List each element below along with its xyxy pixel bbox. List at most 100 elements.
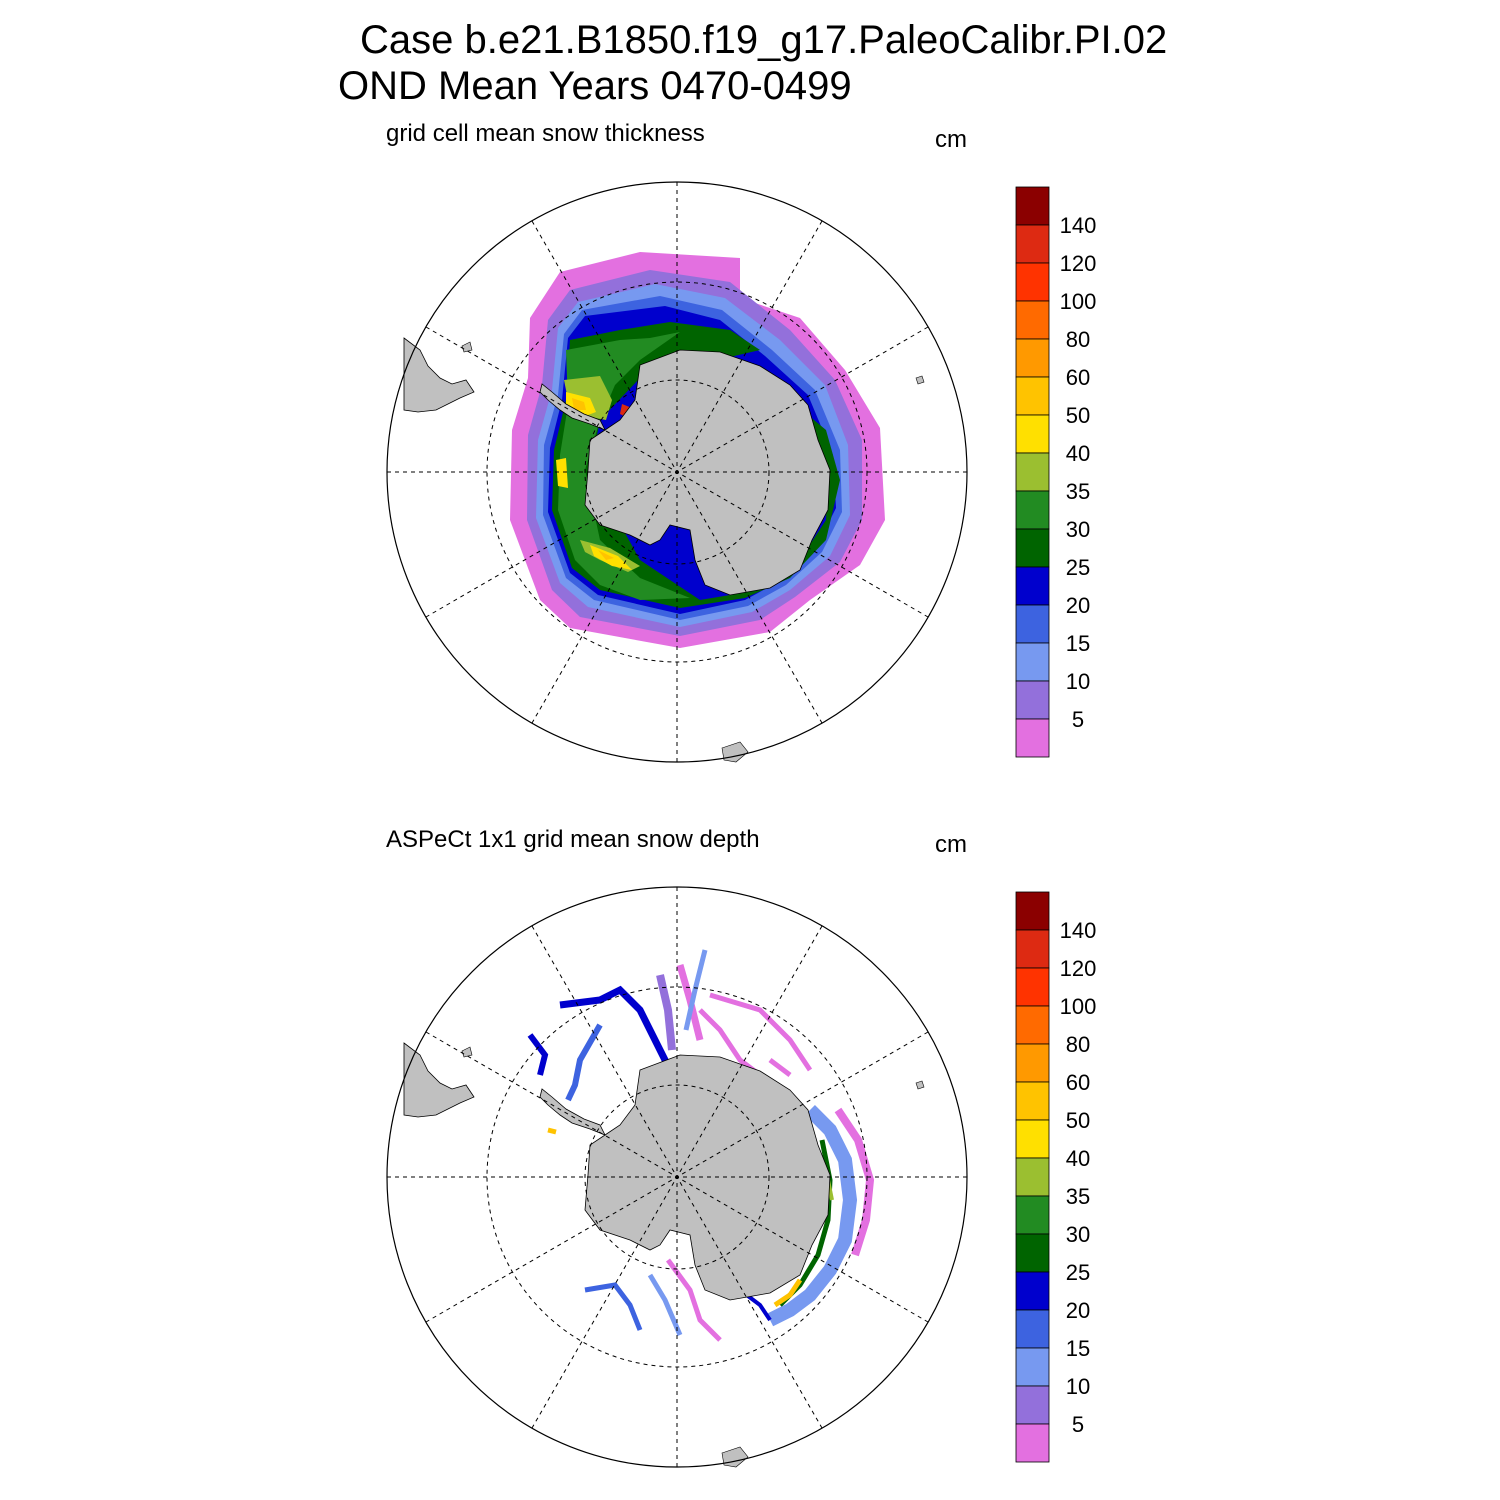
meridian-line [425,1031,929,1323]
colorbar-swatch [1015,1195,1050,1235]
obs-track [584,1282,643,1331]
obs-track [565,1023,603,1102]
colorbar-swatch [1015,642,1050,682]
colorbar-swatch [1015,929,1050,969]
colorbar-tick-label: 15 [1066,1336,1090,1361]
snow-band-25-30 [552,322,840,608]
panel-2-title: ASPeCt 1x1 grid mean snow depth [386,826,760,853]
map-boundary [386,181,968,763]
colorbar-swatch [1015,224,1050,264]
antarctic-peninsula [539,383,606,431]
colorbar-tick-label: 35 [1066,479,1090,504]
colorbar-tick-label: 20 [1066,1298,1090,1323]
map-boundary [386,886,968,1468]
colorbar-swatch [1015,1271,1050,1311]
island-falkland [461,1046,473,1058]
obs-track [665,1258,722,1342]
model-snow-map [386,181,968,763]
colorbar-tick-label: 20 [1066,593,1090,618]
colorbar-swatch [1015,338,1050,378]
colorbar-swatch [1015,1005,1050,1045]
obs-track [683,949,708,1031]
colorbar-tick-label: 40 [1066,1146,1090,1171]
colorbar-swatch [1015,967,1050,1007]
obs-snow-map [386,886,968,1468]
colorbar-tick-label: 40 [1066,441,1090,466]
obs-track [559,985,674,1072]
island-new-zealand [721,1446,749,1468]
south-america [403,1042,475,1118]
colorbar-tick-label: 25 [1066,555,1090,580]
obs-track [676,964,704,1041]
colorbar-tick-label: 80 [1066,327,1090,352]
colorbar-swatch [1015,528,1050,568]
island-falkland [461,341,473,353]
island-new-zealand [721,741,749,763]
colorbar-tick-label: 120 [1060,251,1097,276]
colorbar-tick-label: 10 [1066,669,1090,694]
obs-track [834,1107,875,1257]
island-kerguelen-region [915,1080,925,1090]
colorbar-tick-label: 15 [1066,631,1090,656]
colorbar-tick-label: 140 [1060,213,1097,238]
colorbar-tick-label: 100 [1060,994,1097,1019]
colorbar-swatch [1015,1233,1050,1273]
colorbar-swatch [1015,452,1050,492]
antarctic-peninsula [539,1088,606,1136]
colorbar-swatch [1015,414,1050,454]
colorbar-tick-label: 30 [1066,1222,1090,1247]
panel-1-units: cm [935,126,967,153]
obs-track [647,1273,683,1336]
colorbar-swatch [1015,1043,1050,1083]
meridian-line [425,326,929,618]
colorbar-swatch [1015,1423,1050,1463]
obs-track [527,1033,549,1076]
south-america [403,337,475,413]
colorbar-swatch [1015,891,1050,931]
obs-track [656,974,676,1051]
colorbar-tick-label: 80 [1066,1032,1090,1057]
colorbar-swatch [1015,1385,1050,1425]
colorbar-obs: 140 120 100 80 60 50 40 35 30 25 20 15 10 5 [1015,891,1097,1463]
colorbar-swatch [1015,1347,1050,1387]
obs-track [709,992,813,1072]
colorbar-tick-label: 35 [1066,1184,1090,1209]
colorbar-tick-label: 60 [1066,1070,1090,1095]
colorbar-swatch [1015,718,1050,758]
colorbar-tick-label: 50 [1066,403,1090,428]
colorbar-tick-label: 140 [1060,918,1097,943]
colorbar-swatch [1015,376,1050,416]
obs-track [768,1058,792,1077]
colorbar-swatch [1015,186,1050,226]
colorbar-tick-label: 5 [1072,1412,1084,1437]
obs-track [766,1105,858,1327]
colorbar-tick-label: 120 [1060,956,1097,981]
obs-track [773,1278,803,1308]
colorbar-tick-label: 60 [1066,365,1090,390]
colorbar-swatch [1015,1309,1050,1349]
colorbar-tick-label: 5 [1072,707,1084,732]
obs-track [547,1127,557,1135]
panel-1-title: grid cell mean snow thickness [386,120,705,147]
colorbar-swatch [1015,680,1050,720]
colorbar-swatch [1015,566,1050,606]
latitude-circle-75s [584,379,770,565]
figure-title-period: OND Mean Years 0470-0499 [338,64,852,108]
colorbar-tick-label: 30 [1066,517,1090,542]
colorbar-swatch [1015,300,1050,340]
colorbar-tick-label: 100 [1060,289,1097,314]
colorbar-swatch [1015,490,1050,530]
colorbar-swatch [1015,1119,1050,1159]
colorbar-tick-label: 25 [1066,1260,1090,1285]
colorbar-swatch [1015,1157,1050,1197]
colorbar-swatch [1015,1081,1050,1121]
colorbar-tick-label: 10 [1066,1374,1090,1399]
colorbar-swatch [1015,604,1050,644]
colorbar-model: 140 120 100 80 60 50 40 35 30 25 20 15 10 5 [1015,186,1097,758]
colorbar-swatch [1015,262,1050,302]
latitude-circle-75s [584,1084,770,1270]
colorbar-tick-label: 50 [1066,1108,1090,1133]
island-kerguelen-region [915,375,925,385]
figure-title-case: Case b.e21.B1850.f19_g17.PaleoCalibr.PI.… [360,18,1168,62]
